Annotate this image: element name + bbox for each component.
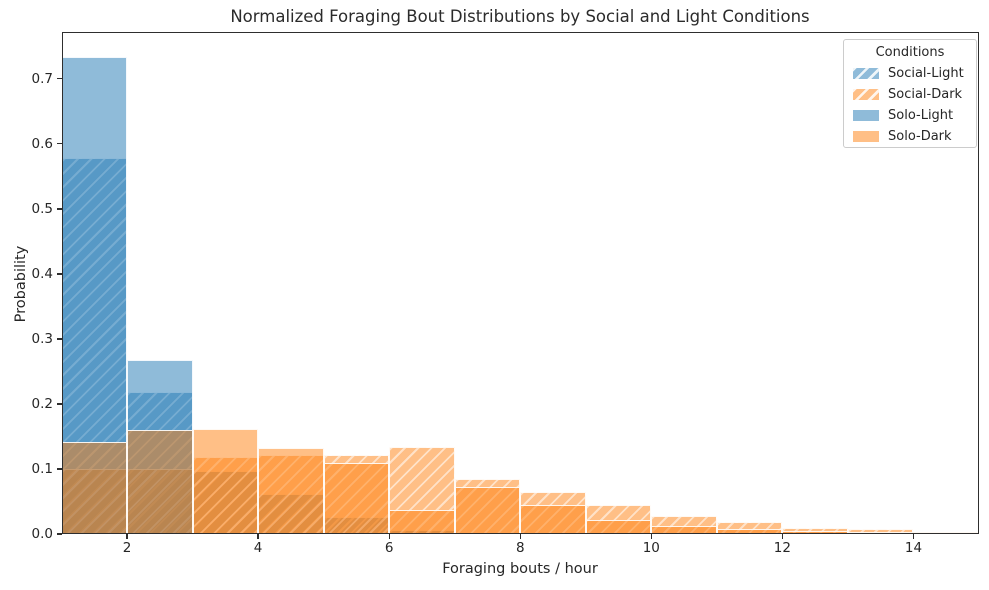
- y-axis-label: Probability: [13, 245, 29, 323]
- legend-item-solo-light: Solo-Light: [844, 105, 976, 126]
- bar-solo-dark-bin-10: [651, 526, 717, 534]
- x-tick-label-4: 4: [253, 540, 263, 556]
- y-tick-mark: [57, 208, 62, 210]
- y-tick-label-0.2: 0.2: [31, 395, 53, 412]
- x-tick-mark: [388, 534, 390, 539]
- bar-solo-dark-bin-13: [847, 532, 914, 534]
- y-tick-mark: [57, 273, 62, 275]
- legend: Conditions Social-Light Social-Dark Solo-L…: [843, 39, 977, 148]
- legend-label-social-light: Social-Light: [888, 66, 964, 81]
- y-tick-mark: [57, 533, 62, 535]
- legend-swatch-solo-dark: [853, 131, 879, 142]
- y-tick-label-0.0: 0.0: [31, 526, 53, 542]
- y-tick-mark: [57, 338, 62, 340]
- x-tick-label-2: 2: [122, 540, 132, 556]
- y-tick-label-0.5: 0.5: [31, 200, 53, 217]
- legend-swatch-solo-light: [853, 110, 879, 121]
- x-tick-mark: [126, 534, 128, 539]
- y-tick-label-0.6: 0.6: [31, 135, 53, 152]
- legend-swatch-social-dark: [853, 89, 879, 100]
- legend-label-social-dark: Social-Dark: [888, 87, 963, 102]
- x-tick-mark: [650, 534, 652, 539]
- legend-label-solo-dark: Solo-Dark: [888, 129, 952, 144]
- legend-title: Conditions: [875, 45, 945, 60]
- legend-label-solo-light: Solo-Light: [888, 108, 954, 123]
- x-tick-label-14: 14: [904, 540, 923, 556]
- legend-item-social-light: Social-Light: [844, 63, 976, 84]
- x-tick-label-6: 6: [384, 540, 394, 556]
- bar-solo-dark-bin-7: [454, 486, 521, 534]
- bar-solo-dark-bin-5: [323, 463, 390, 534]
- bar-solo-dark-bin-6: [389, 509, 455, 534]
- bar-solo-dark-bin-2: [127, 429, 193, 534]
- bar-solo-dark-bin-9: [585, 519, 652, 534]
- bar-solo-dark-bin-11: [716, 529, 783, 534]
- y-tick-label-0.1: 0.1: [31, 460, 53, 477]
- legend-item-social-dark: Social-Dark: [844, 84, 976, 105]
- bar-solo-dark-bin-12: [782, 530, 848, 534]
- y-tick-mark: [57, 468, 62, 470]
- y-tick-mark: [57, 403, 62, 405]
- x-axis-label: Foraging bouts / hour: [442, 561, 598, 577]
- y-tick-label-0.4: 0.4: [31, 265, 53, 282]
- x-tick-mark: [912, 534, 915, 539]
- x-tick-label-8: 8: [515, 540, 525, 556]
- bar-solo-dark-bin-4: [258, 447, 324, 534]
- y-tick-label-0.3: 0.3: [31, 330, 53, 347]
- bar-solo-dark-bin-3: [192, 428, 259, 534]
- plot-area: [61, 32, 980, 534]
- chart-title: Normalized Foraging Bout Distributions b…: [230, 7, 810, 26]
- legend-item-solo-dark: Solo-Dark: [844, 126, 976, 147]
- legend-swatch-social-light: [853, 68, 879, 79]
- x-tick-mark: [781, 534, 784, 539]
- x-tick-mark: [257, 534, 259, 539]
- y-tick-mark: [57, 78, 62, 80]
- x-tick-label-12: 12: [773, 540, 791, 556]
- y-tick-label-0.7: 0.7: [31, 70, 53, 87]
- bar-solo-dark-bin-1: [61, 441, 128, 534]
- legend-rows: Social-Light Social-Dark Solo-Light Solo-Da…: [844, 63, 976, 147]
- x-tick-mark: [519, 534, 521, 539]
- bar-solo-dark-bin-8: [520, 505, 586, 534]
- y-tick-mark: [57, 143, 62, 145]
- x-tick-label-10: 10: [642, 540, 660, 556]
- bar-social-dark-bin-14: [913, 532, 979, 534]
